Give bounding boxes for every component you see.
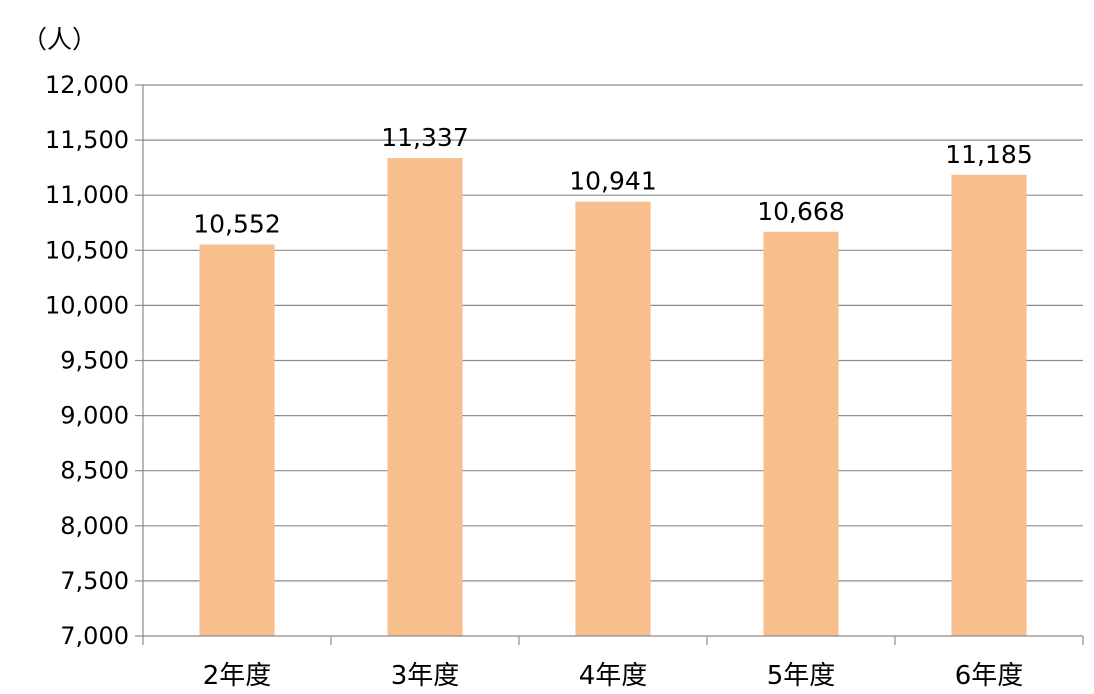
data-label: 10,941 xyxy=(569,167,656,196)
data-label: 10,552 xyxy=(193,210,280,239)
y-tick-label: 9,500 xyxy=(60,347,129,375)
bar xyxy=(763,231,839,636)
y-tick-label: 11,500 xyxy=(45,126,129,154)
x-category-label: 2年度 xyxy=(203,661,272,691)
data-label: 11,337 xyxy=(381,123,468,152)
bars xyxy=(199,158,1027,637)
y-tick-label: 12,000 xyxy=(45,71,129,99)
y-tick-label: 10,500 xyxy=(45,236,129,264)
bar xyxy=(199,244,275,637)
data-labels: 10,552 11,337 10,941 10,668 11,185 xyxy=(193,123,1032,239)
x-category-label: 4年度 xyxy=(579,661,648,691)
y-tick-label: 8,000 xyxy=(60,512,129,540)
y-tick-label: 7,000 xyxy=(60,622,129,650)
y-tick-label: 7,500 xyxy=(60,567,129,595)
y-axis-ticks: 7,000 7,500 8,000 8,500 9,000 9,500 10,000 10,5… xyxy=(45,71,143,650)
x-category-label: 5年度 xyxy=(767,661,836,691)
y-axis-unit-label: （人） xyxy=(22,25,97,54)
y-tick-label: 9,000 xyxy=(60,402,129,430)
x-category-label: 6年度 xyxy=(955,661,1024,691)
y-tick-label: 10,000 xyxy=(45,291,129,319)
bar xyxy=(951,174,1027,637)
x-axis: 2年度 3年度 4年度 5年度 6年度 xyxy=(142,85,1084,691)
x-category-label: 3年度 xyxy=(391,661,460,691)
y-tick-label: 11,000 xyxy=(45,181,129,209)
bar xyxy=(575,201,651,637)
y-tick-label: 8,500 xyxy=(60,457,129,485)
data-label: 10,668 xyxy=(757,197,844,226)
bar xyxy=(387,158,463,636)
data-label: 11,185 xyxy=(945,140,1032,169)
